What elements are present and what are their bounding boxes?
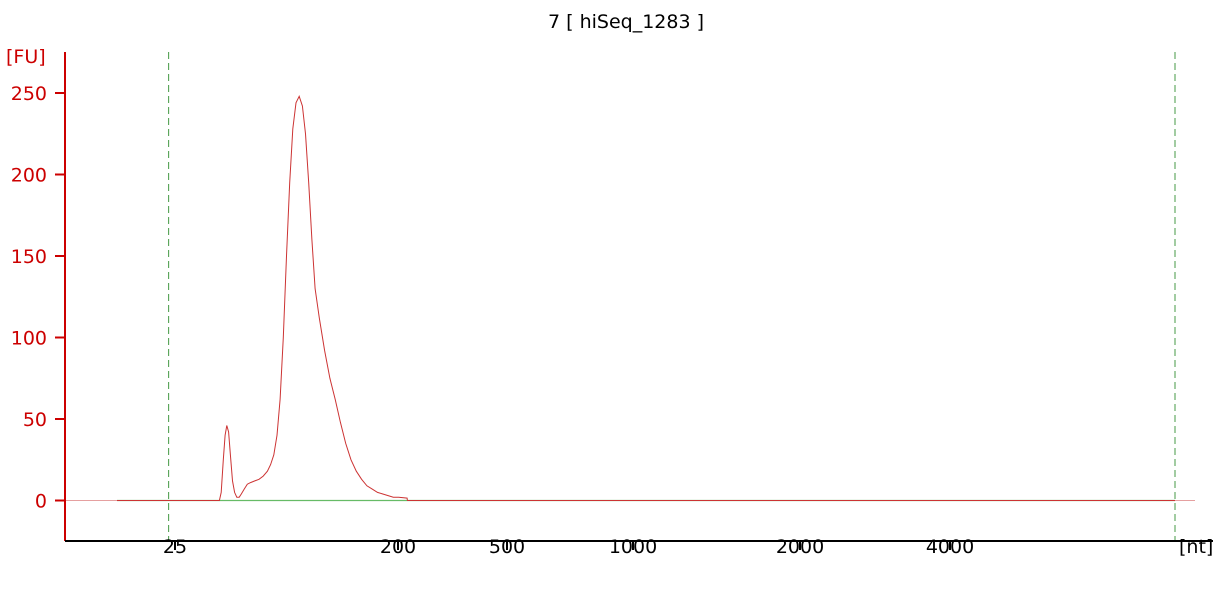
x-tick-label: 500 (489, 536, 525, 558)
x-tick-label: 1000 (609, 536, 657, 558)
axes (64, 52, 1213, 542)
y-ticks: 0 50 100 150 200 250 (11, 83, 65, 513)
x-tick-label: 2000 (776, 536, 824, 558)
x-tick-label: 200 (380, 536, 416, 558)
y-tick-label: 0 (35, 491, 47, 513)
y-tick-label: 100 (11, 328, 47, 350)
y-axis-unit: [FU] (6, 46, 46, 68)
y-tick-label: 150 (11, 246, 47, 268)
trace-series-1 (117, 94, 1175, 501)
x-axis-unit: [nt] (1179, 536, 1213, 558)
x-tick-label: 25 (163, 536, 187, 558)
y-tick-label: 250 (11, 83, 47, 105)
y-tick-label: 50 (23, 409, 47, 431)
chart-title: 7 [ hiSeq_1283 ] (548, 11, 704, 33)
trace-layer (117, 94, 1175, 501)
x-tick-label: 4000 (926, 536, 974, 558)
x-ticks: 25 200 500 1000 2000 4000 (163, 536, 974, 558)
y-tick-label: 200 (11, 165, 47, 187)
size-marker-lines (168, 52, 1176, 541)
